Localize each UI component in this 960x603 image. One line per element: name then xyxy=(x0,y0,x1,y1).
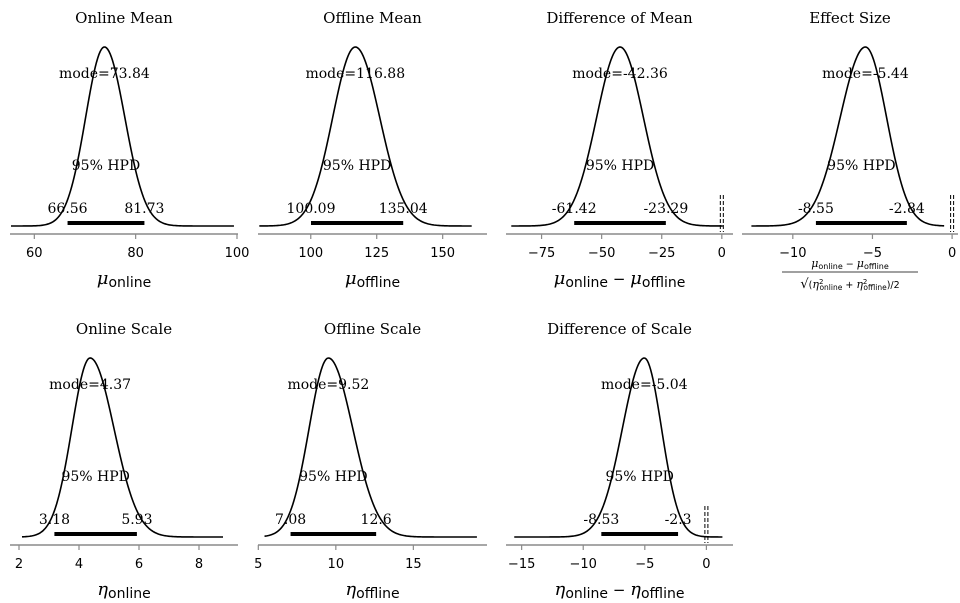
x-tick-label: 150 xyxy=(430,246,455,261)
panel-7: Difference of Scale mode=-5.04 95% HPD -8.5… xyxy=(506,320,733,602)
mode-label: mode=-42.36 xyxy=(572,66,668,82)
x-axis-label: μoffline xyxy=(345,268,400,291)
hpd-high-label: -2.3 xyxy=(665,512,692,528)
x-tick-label: 15 xyxy=(405,557,422,572)
hpd-low-label: 3.18 xyxy=(39,512,70,528)
panel-title: Difference of Mean xyxy=(546,9,693,27)
hpd-high-label: 135.04 xyxy=(379,201,428,217)
mode-label: mode=-5.44 xyxy=(822,66,909,82)
density-curve xyxy=(751,46,945,227)
hpd-low-label: 66.56 xyxy=(48,201,88,217)
panel-6: Offline Scale mode=9.52 95% HPD 7.08 12.6 5 10… xyxy=(254,320,487,602)
hpd-high-label: 12.6 xyxy=(361,512,392,528)
hpd-high-label: 81.73 xyxy=(124,201,164,217)
hpd-label: 95% HPD xyxy=(72,158,140,174)
density-curve xyxy=(511,46,723,227)
panel-title: Difference of Scale xyxy=(547,320,692,338)
panel-3: Difference of Mean mode=-42.36 95% HPD -61.… xyxy=(506,9,733,291)
density-curve xyxy=(11,46,234,227)
mode-label: mode=9.52 xyxy=(287,377,369,393)
x-tick-label: −25 xyxy=(648,246,675,261)
x-tick-label: 100 xyxy=(225,246,250,261)
density-curve xyxy=(259,46,472,227)
x-axis-label: ηonline − ηoffline xyxy=(555,579,685,602)
panel-2: Offline Mean mode=116.88 95% HPD 100.09 135.… xyxy=(258,9,487,291)
panel-1: Online Mean mode=73.84 95% HPD 66.56 81.73 60… xyxy=(10,9,249,291)
density-curve xyxy=(21,357,223,538)
x-axis-label-denominator: √(η2 online + η2 offline)/2 xyxy=(800,277,899,292)
hpd-label: 95% HPD xyxy=(827,158,895,174)
x-axis-label-numerator: μonline − μoffline xyxy=(811,257,889,271)
x-tick-label: −5 xyxy=(635,557,654,572)
hpd-high-label: -23.29 xyxy=(643,201,688,217)
x-axis-label: μonline − μoffline xyxy=(554,268,686,291)
x-tick-label: −75 xyxy=(528,246,555,261)
x-tick-label: −10 xyxy=(779,246,806,261)
x-tick-label: −5 xyxy=(863,246,882,261)
hpd-low-label: 7.08 xyxy=(275,512,306,528)
x-axis-label: ηonline xyxy=(97,579,151,602)
hpd-label: 95% HPD xyxy=(61,469,129,485)
x-axis-label: ηoffline xyxy=(345,579,399,602)
hpd-label: 95% HPD xyxy=(586,158,654,174)
panel-title: Offline Scale xyxy=(324,320,421,338)
x-tick-label: 0 xyxy=(948,246,956,261)
hpd-low-label: -8.55 xyxy=(798,201,834,217)
panel-4: Effect Size mode=-5.44 95% HPD -8.55 -2.84 −1… xyxy=(742,9,958,292)
x-axis-label-effect-size: μonline − μoffline √(η2 online + η2 offline… xyxy=(782,257,918,292)
x-tick-label: 0 xyxy=(702,557,710,572)
x-tick-label: −10 xyxy=(570,557,597,572)
panel-title: Offline Mean xyxy=(323,9,422,27)
density-curve xyxy=(514,357,723,538)
x-tick-label: 4 xyxy=(75,557,83,572)
hpd-low-label: -8.53 xyxy=(583,512,619,528)
panel-title: Online Mean xyxy=(75,9,173,27)
mode-label: mode=-5.04 xyxy=(601,377,688,393)
panel-5: Online Scale mode=4.37 95% HPD 3.18 5.93 2 4 6 8… xyxy=(10,320,238,602)
density-curve xyxy=(264,357,477,538)
hpd-label: 95% HPD xyxy=(605,469,673,485)
panel-title: Online Scale xyxy=(76,320,172,338)
hpd-label: 95% HPD xyxy=(299,469,367,485)
mode-label: mode=73.84 xyxy=(59,66,150,82)
hpd-label: 95% HPD xyxy=(323,158,391,174)
hpd-high-label: -2.84 xyxy=(889,201,925,217)
x-tick-label: 0 xyxy=(718,246,726,261)
panel-title: Effect Size xyxy=(809,9,891,27)
mode-label: mode=116.88 xyxy=(305,66,405,82)
hpd-high-label: 5.93 xyxy=(121,512,152,528)
x-tick-label: 2 xyxy=(15,557,23,572)
x-tick-label: −15 xyxy=(508,557,535,572)
x-tick-label: 100 xyxy=(298,246,323,261)
x-tick-label: 60 xyxy=(26,246,43,261)
x-tick-label: 125 xyxy=(364,246,389,261)
x-tick-label: −50 xyxy=(588,246,615,261)
x-tick-label: 5 xyxy=(254,557,262,572)
x-axis-label: μonline xyxy=(97,268,151,291)
x-tick-label: 6 xyxy=(135,557,143,572)
x-tick-label: 10 xyxy=(328,557,345,572)
x-tick-label: 8 xyxy=(195,557,203,572)
x-tick-label: 80 xyxy=(127,246,144,261)
mode-label: mode=4.37 xyxy=(49,377,131,393)
hpd-low-label: -61.42 xyxy=(552,201,597,217)
hpd-low-label: 100.09 xyxy=(287,201,336,217)
